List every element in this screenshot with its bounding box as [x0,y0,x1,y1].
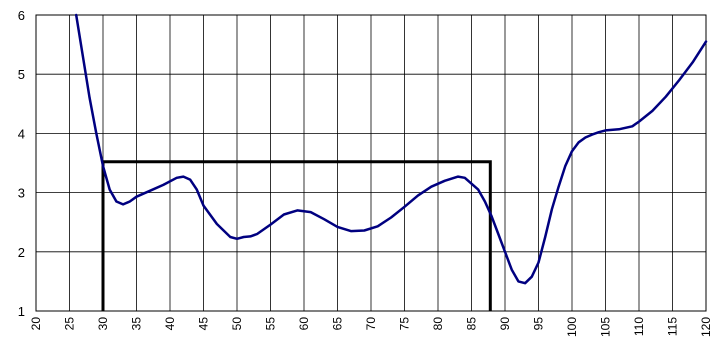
x-tick-label: 105 [599,317,613,337]
x-tick-label: 25 [63,317,77,331]
threshold-bracket-line [101,160,492,311]
y-tick-label: 6 [18,8,25,23]
y-tick-label: 2 [18,245,25,260]
x-tick-label: 65 [331,317,345,331]
y-tick-label: 1 [18,304,25,319]
y-tick-label: 4 [18,126,25,141]
x-tick-label: 85 [465,317,479,331]
x-tick-label: 60 [297,317,311,331]
x-tick-label: 115 [666,317,680,336]
x-tick-label: 90 [498,317,512,331]
x-tick-label: 75 [398,317,412,331]
series-layer [74,13,708,285]
series-line [74,13,708,285]
x-tick-label: 55 [264,317,278,331]
x-tick-label: 50 [230,317,244,331]
x-tick-label: 35 [130,317,144,331]
x-tick-label: 110 [632,317,646,336]
x-tick-label: 70 [364,317,378,331]
x-tick-label: 80 [431,317,445,331]
x-tick-label: 30 [96,317,110,331]
x-tick-label: 40 [163,317,177,331]
y-axis-ticks: 1 2 3 4 5 6 [18,8,25,319]
x-axis-ticks: 20 25 30 35 40 45 50 55 60 65 70 75 80 85 90 95 100 105 11… [29,317,711,337]
y-tick-label: 5 [18,67,25,82]
x-tick-label: 100 [565,317,579,337]
x-tick-label: 120 [699,317,711,337]
threshold-bracket [101,160,492,311]
x-tick-label: 45 [197,317,211,331]
y-tick-label: 3 [18,186,25,201]
x-tick-label: 95 [532,317,546,331]
x-tick-label: 20 [29,317,43,331]
